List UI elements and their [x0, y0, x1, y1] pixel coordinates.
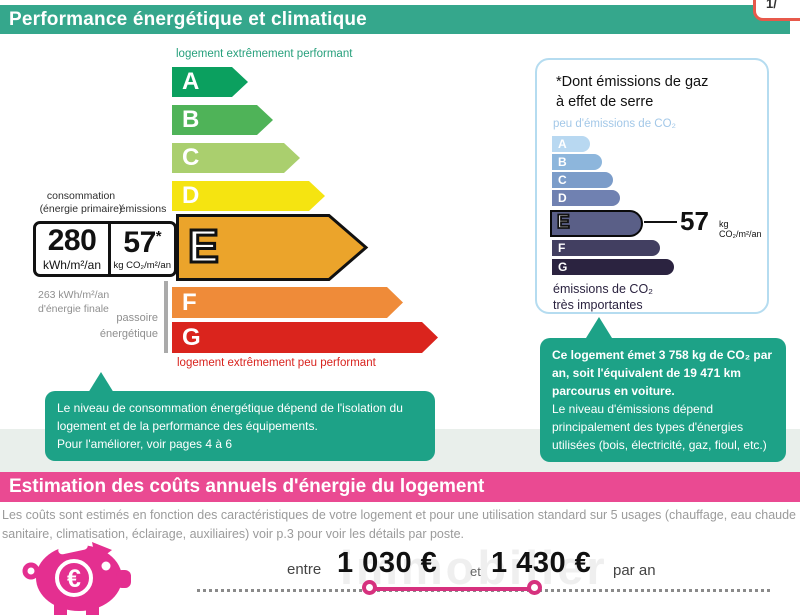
- consumption-column-label: consommation (énergie primaire): [39, 190, 123, 215]
- cost-min-value: 1 030 €: [337, 547, 438, 579]
- passoire-bracket-bar: [164, 281, 168, 353]
- energy-arrow-f: F: [172, 287, 403, 318]
- callout-emissions: Ce logement émet 3 758 kg de CO₂ par an,…: [540, 338, 786, 462]
- energy-class-letter: D: [182, 182, 200, 209]
- co2-panel-title: *Dont émissions de gaz à effet de serre: [556, 74, 709, 110]
- cost-range-handle-max: [527, 580, 542, 595]
- costs-title: Estimation des coûts annuels d'énergie d…: [9, 476, 485, 497]
- energy-performance-banner: Performance énergétique et climatique: [0, 5, 790, 34]
- scale-top-label: logement extrêmement performant: [176, 48, 353, 60]
- co2-bar-c: C: [552, 172, 613, 188]
- footnote-mark: *: [155, 227, 162, 245]
- callout-consumption-text: Le niveau de consommation énergétique dé…: [57, 401, 403, 433]
- cost-per-label: par an: [613, 562, 656, 579]
- co2-emissions-panel: *Dont émissions de gaz à effet de serre …: [535, 58, 769, 314]
- piggy-bank-icon: €: [22, 541, 131, 615]
- callout-emissions-bold-text: Ce logement émet 3 758 kg de CO₂ par an,…: [552, 348, 773, 398]
- energy-arrow-b: B: [172, 105, 273, 135]
- energy-class-letter: C: [182, 144, 200, 171]
- consumption-cell: 280 kWh/m²/an: [36, 224, 108, 274]
- energy-class-letter: F: [182, 289, 197, 316]
- cost-range-handle-min: [362, 580, 377, 595]
- emissions-unit: kg CO₂/m²/an: [113, 259, 172, 271]
- co2-unit: kg CO₂/m²/an: [719, 219, 762, 239]
- passoire-label: passoire énergétique: [99, 312, 158, 340]
- energy-class-letter-e: E: [187, 219, 221, 274]
- co2-high-label: émissions de CO₂ très importantes: [553, 282, 654, 313]
- emissions-value: 57*: [123, 225, 162, 259]
- co2-bar-b: B: [552, 154, 602, 170]
- watermark: immobilier: [340, 541, 608, 594]
- consumption-value: 280: [47, 224, 97, 257]
- callout-left-pointer: [88, 372, 114, 393]
- emissions-cell: 57* kg CO₂/m²/an: [111, 224, 175, 274]
- co2-bar-f: F: [552, 240, 660, 256]
- co2-bar-g: G: [552, 259, 674, 275]
- value-box-divider: [108, 224, 111, 274]
- cost-et-label: et: [470, 564, 481, 579]
- co2-pointer-line: [644, 221, 677, 223]
- energy-class-letter: B: [182, 106, 200, 133]
- costs-banner: Estimation des coûts annuels d'énergie d…: [0, 472, 800, 502]
- co2-bar-a: A: [552, 136, 590, 152]
- cost-range-line: [373, 587, 538, 591]
- cost-entre-label: entre: [287, 561, 322, 578]
- energy-class-letter: G: [182, 324, 201, 351]
- page-title: Performance énergétique et climatique: [9, 9, 367, 30]
- costs-description: Les coûts sont estimés en fonction des c…: [2, 508, 797, 542]
- energy-arrow-e: [176, 214, 369, 281]
- energy-class-letter: A: [182, 68, 200, 95]
- final-energy-note: 263 kWh/m²/an d'énergie finale: [38, 289, 110, 316]
- page-indicator-box: 1/: [753, 0, 800, 21]
- co2-value: 57: [680, 206, 709, 236]
- co2-low-label: peu d'émissions de CO₂: [553, 118, 676, 130]
- cost-max-value: 1 430 €: [491, 547, 592, 579]
- callout-right-pointer: [586, 317, 612, 338]
- callout-consumption-pages: Pour l'améliorer, voir pages 4 à 6: [57, 437, 233, 451]
- scale-bottom-label: logement extrêmement peu performant: [177, 357, 376, 369]
- energy-arrow-c: C: [172, 143, 300, 173]
- co2-bar-d: D: [552, 190, 620, 206]
- page-indicator: 1/: [766, 0, 777, 11]
- consumption-unit: kWh/m²/an: [42, 258, 101, 272]
- energy-arrow-g: G: [172, 322, 438, 353]
- energy-value-box: 280 kWh/m²/an 57* kg CO₂/m²/an: [33, 221, 177, 277]
- energy-arrow-e-shape: [176, 214, 369, 281]
- co2-bar-e: E: [550, 210, 643, 237]
- piggy-euro-symbol: €: [67, 565, 81, 593]
- energy-arrow-d: D: [172, 181, 325, 211]
- callout-emissions-text: Le niveau d'émissions dépend principalem…: [552, 402, 767, 452]
- callout-consumption: Le niveau de consommation énergétique dé…: [45, 391, 435, 461]
- energy-arrow-a: A: [172, 67, 248, 97]
- emissions-column-label: émissions: [119, 203, 167, 215]
